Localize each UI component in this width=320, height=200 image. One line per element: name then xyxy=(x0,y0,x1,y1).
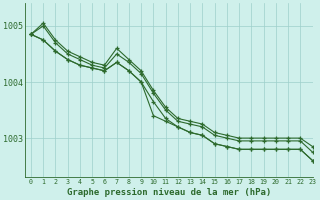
X-axis label: Graphe pression niveau de la mer (hPa): Graphe pression niveau de la mer (hPa) xyxy=(67,188,271,197)
